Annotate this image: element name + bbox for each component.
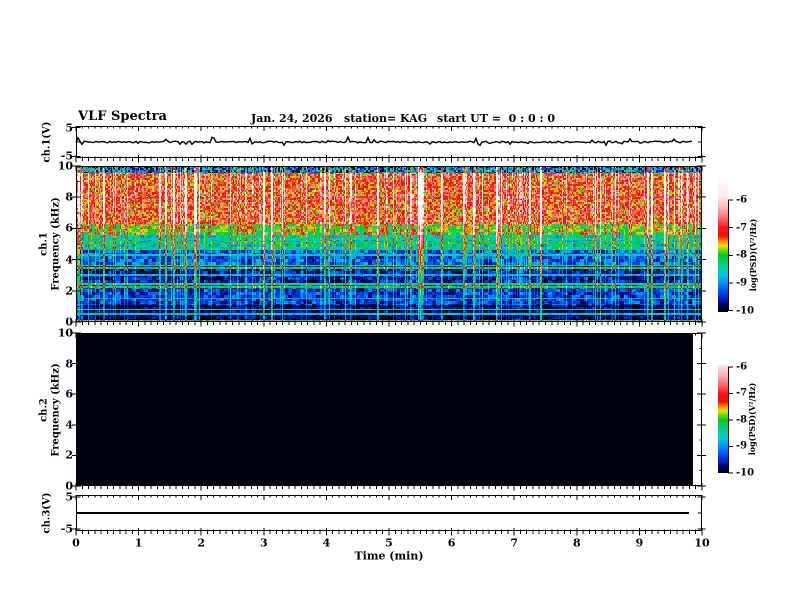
x-tick-label: 0 [72, 536, 80, 550]
spec1-y-tick-label: 8 [65, 190, 73, 204]
spec1-y-tick-label: 10 [57, 159, 73, 173]
colorbar-tick-label: -10 [736, 467, 755, 479]
x-tick-label: 4 [322, 536, 331, 550]
spec1-channel-title: ch.1 [38, 232, 50, 256]
time-axis-title: Time (min) [354, 549, 424, 563]
colorbar2-gradient [718, 365, 728, 473]
colorbar2-title: log(PSD)(V²/Hz) [747, 382, 757, 456]
colorbar-tick-label: -10 [736, 305, 755, 317]
ch3v-axis-title: ch.3(V) [41, 492, 53, 534]
date-label: Jan. 24, 2026 [251, 112, 333, 125]
ch3v-y-tick-label: -5 [60, 522, 73, 536]
colorbar-tick-label: -8 [736, 414, 748, 426]
spec2-channel-title: ch.2 [38, 398, 50, 422]
x-tick-label: 10 [694, 536, 710, 550]
colorbar-tick-label: -8 [736, 249, 748, 261]
spec2-y-tick-label: 6 [65, 387, 73, 401]
ch1v-y-tick-label: 5 [65, 121, 73, 135]
spec1-axis-title: Frequency (kHz) [50, 197, 62, 291]
x-tick-label: 7 [510, 536, 519, 550]
x-tick-label: 5 [385, 536, 393, 550]
x-tick-label: 8 [572, 536, 581, 550]
spec2-y-tick-label: 10 [57, 326, 73, 340]
x-tick-label: 6 [447, 536, 456, 550]
x-tick-label: 3 [259, 536, 268, 550]
colorbar-tick-label: -9 [736, 277, 748, 289]
spec2-y-tick-label: 0 [65, 479, 73, 493]
spec2-y-tick-label: 2 [65, 448, 73, 462]
spec2-y-tick-label: 4 [65, 418, 73, 432]
ch3v-y-tick-label: 5 [65, 490, 73, 504]
spec1-y-tick-label: 2 [65, 284, 73, 298]
spec1-y-tick-label: 0 [65, 315, 73, 329]
ch1v-axis-title: ch.1(V) [41, 121, 53, 163]
colorbar-tick-label: -6 [736, 194, 748, 206]
ch1-spectrogram-image [76, 166, 702, 322]
page-title: VLF Spectra [78, 109, 167, 124]
start-ut-label: start UT = 0 : 0 : 0 [437, 112, 555, 125]
x-tick-label: 9 [635, 536, 644, 550]
station-label: station= KAG [344, 112, 428, 125]
ch2-spectrogram-image [76, 333, 702, 486]
colorbar-tick-label: -6 [736, 361, 748, 373]
colorbar-tick-label: -7 [736, 222, 748, 234]
colorbar-tick-label: -7 [736, 387, 748, 399]
ch1v-y-tick-label: -5 [60, 149, 73, 163]
x-tick-label: 1 [134, 536, 143, 550]
colorbar1-gradient [718, 175, 728, 312]
x-tick-label: 2 [197, 536, 206, 550]
colorbar-tick-label: -9 [736, 440, 748, 452]
spec1-y-tick-label: 4 [65, 253, 73, 267]
spec2-axis-title: Frequency (kHz) [50, 363, 62, 457]
colorbar1-title: log(PSD)(V²/Hz) [748, 218, 758, 292]
spec1-y-tick-label: 6 [65, 221, 73, 235]
spec2-y-tick-label: 8 [65, 357, 73, 371]
